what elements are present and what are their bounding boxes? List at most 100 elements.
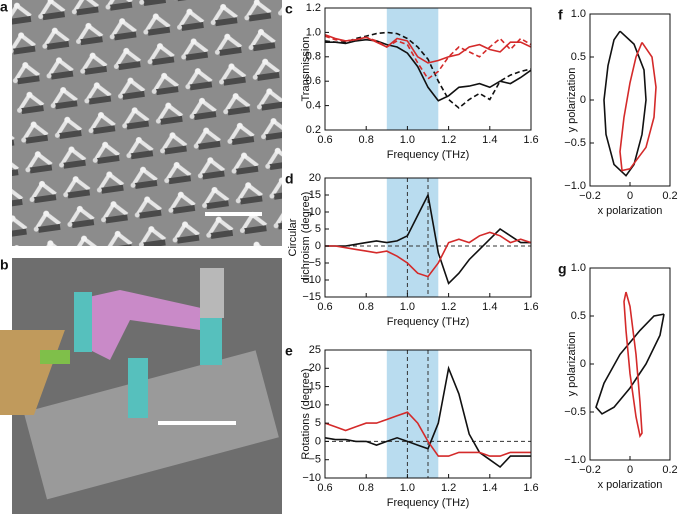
panel-label: c [285,1,293,17]
chart-c: 0.6 0.8 1.0 1.2 1.4 1.6 0.2 0.4 0.6 0.8 1.0 1.2 Freq… [285,1,539,161]
y-tick-label: −5 [308,257,321,269]
x-tick-label: 1.4 [482,134,497,146]
y-tick-label: −0.5 [564,137,586,149]
y-axis-label: y polarization [566,68,578,133]
x-tick-label: 1.2 [441,301,456,313]
y-tick-label: −0.5 [564,406,586,418]
y-tick-label: 10 [309,206,321,218]
y-tick-label: 0.4 [306,100,321,112]
y-tick-label: −10 [302,274,321,286]
x-tick-label: 1.2 [441,482,456,494]
panel-label: f [558,7,563,23]
x-tick-label: 0.2 [662,190,677,202]
x-tick-label: 0.2 [662,464,677,476]
y-tick-label: −10 [302,472,321,484]
y-tick-label: 1.0 [306,26,321,38]
y-tick-label: 20 [309,362,321,374]
y-tick-label: 0 [315,435,321,447]
y-tick-label: −1.0 [564,180,586,192]
y-tick-label: 5 [315,223,321,235]
x-tick-label: 0 [627,464,633,476]
x-tick-label: 1.6 [523,301,538,313]
chart-f: −0.2 0 0.2 −1.0 −0.5 0 0.5 1.0 x polarization y p… [558,7,678,217]
y-axis-label: dichroism (degree) [300,192,312,284]
highlight-band [386,178,439,297]
panel-label: d [285,171,294,187]
series-line [325,192,531,285]
x-tick-label: 0.6 [317,482,332,494]
y-tick-label: −15 [302,291,321,303]
x-tick-label: 1.4 [482,301,497,313]
y-tick-label: 0 [315,240,321,252]
x-tick-label: 0 [627,190,633,202]
x-axis-label: Frequency (THz) [387,316,470,328]
panel-label: b [0,257,9,273]
x-axis-label: Frequency (THz) [387,497,470,509]
x-axis-label: x polarization [598,205,663,217]
series-line [324,35,532,80]
y-tick-label: 1.2 [306,2,321,14]
y-tick-label: 25 [309,344,321,356]
y-tick-label: 15 [309,189,321,201]
y-axis-label: Transmission [300,37,312,102]
series-line [324,365,531,469]
y-tick-label: −1.0 [564,454,586,466]
y-tick-label: 0 [580,358,586,370]
series-line [324,31,532,110]
y-axis-label: y polarization [566,332,578,397]
plot-frame [589,267,671,461]
panel-label: g [558,261,567,277]
sem-image-b: b [0,257,282,514]
y-tick-label: 0 [580,94,586,106]
chart-d: 0.6 0.8 1.0 1.2 1.4 1.6 −15 −10 −5 0 5 10 15 20 Freque… [285,171,539,328]
y-tick-label: 0.6 [306,75,321,87]
series-line [324,411,531,457]
y-tick-label: −5 [308,454,321,466]
series-line [619,41,657,172]
series-line [325,231,532,278]
y-axis-label: Circular [287,218,299,256]
chart-g: −0.2 0 0.2 −1.0 −0.5 0 0.5 1.0 x polarization y p… [558,261,678,491]
x-tick-label: 0.8 [359,301,374,313]
x-tick-label: 1.6 [523,482,538,494]
series-line [595,313,665,415]
y-tick-label: 0.2 [306,124,321,136]
x-tick-label: 0.6 [317,301,332,313]
x-tick-label: 0.8 [359,134,374,146]
plot-frame [324,7,532,131]
panel-label: e [285,343,293,359]
y-tick-label: 0.8 [306,51,321,63]
plot-frame [324,349,532,479]
chart-e: 0.6 0.8 1.0 1.2 1.4 1.6 −10 −5 0 5 10 15 20 25 Frequen… [285,343,539,509]
y-tick-label: 0.5 [571,310,586,322]
y-tick-label: 1.0 [571,262,586,274]
x-tick-label: 1.2 [441,134,456,146]
panel-label: a [0,0,8,15]
x-tick-label: 1.4 [482,482,497,494]
y-tick-label: 20 [309,172,321,184]
y-tick-label: 1.0 [571,8,586,20]
plot-frame [324,177,532,298]
x-tick-label: 1.0 [400,134,415,146]
x-tick-label: 1.0 [400,301,415,313]
series-line [325,38,532,102]
series-line [623,291,643,438]
x-tick-label: −0.2 [579,190,601,202]
x-tick-label: −0.2 [579,464,601,476]
x-tick-label: 1.0 [400,482,415,494]
x-tick-label: 0.6 [317,134,332,146]
y-tick-label: 15 [309,380,321,392]
highlight-band [386,8,439,130]
x-tick-label: 1.6 [523,134,538,146]
y-tick-label: 10 [309,399,321,411]
y-tick-label: 0.5 [571,51,586,63]
y-axis-label: Rotations (degree) [300,368,312,459]
x-axis-label: x polarization [598,479,663,491]
series-line [603,30,647,177]
y-tick-label: 5 [315,417,321,429]
highlight-band [386,350,439,478]
x-axis-label: Frequency (THz) [387,149,470,161]
x-tick-label: 0.8 [359,482,374,494]
sem-image-a: a [0,0,282,246]
